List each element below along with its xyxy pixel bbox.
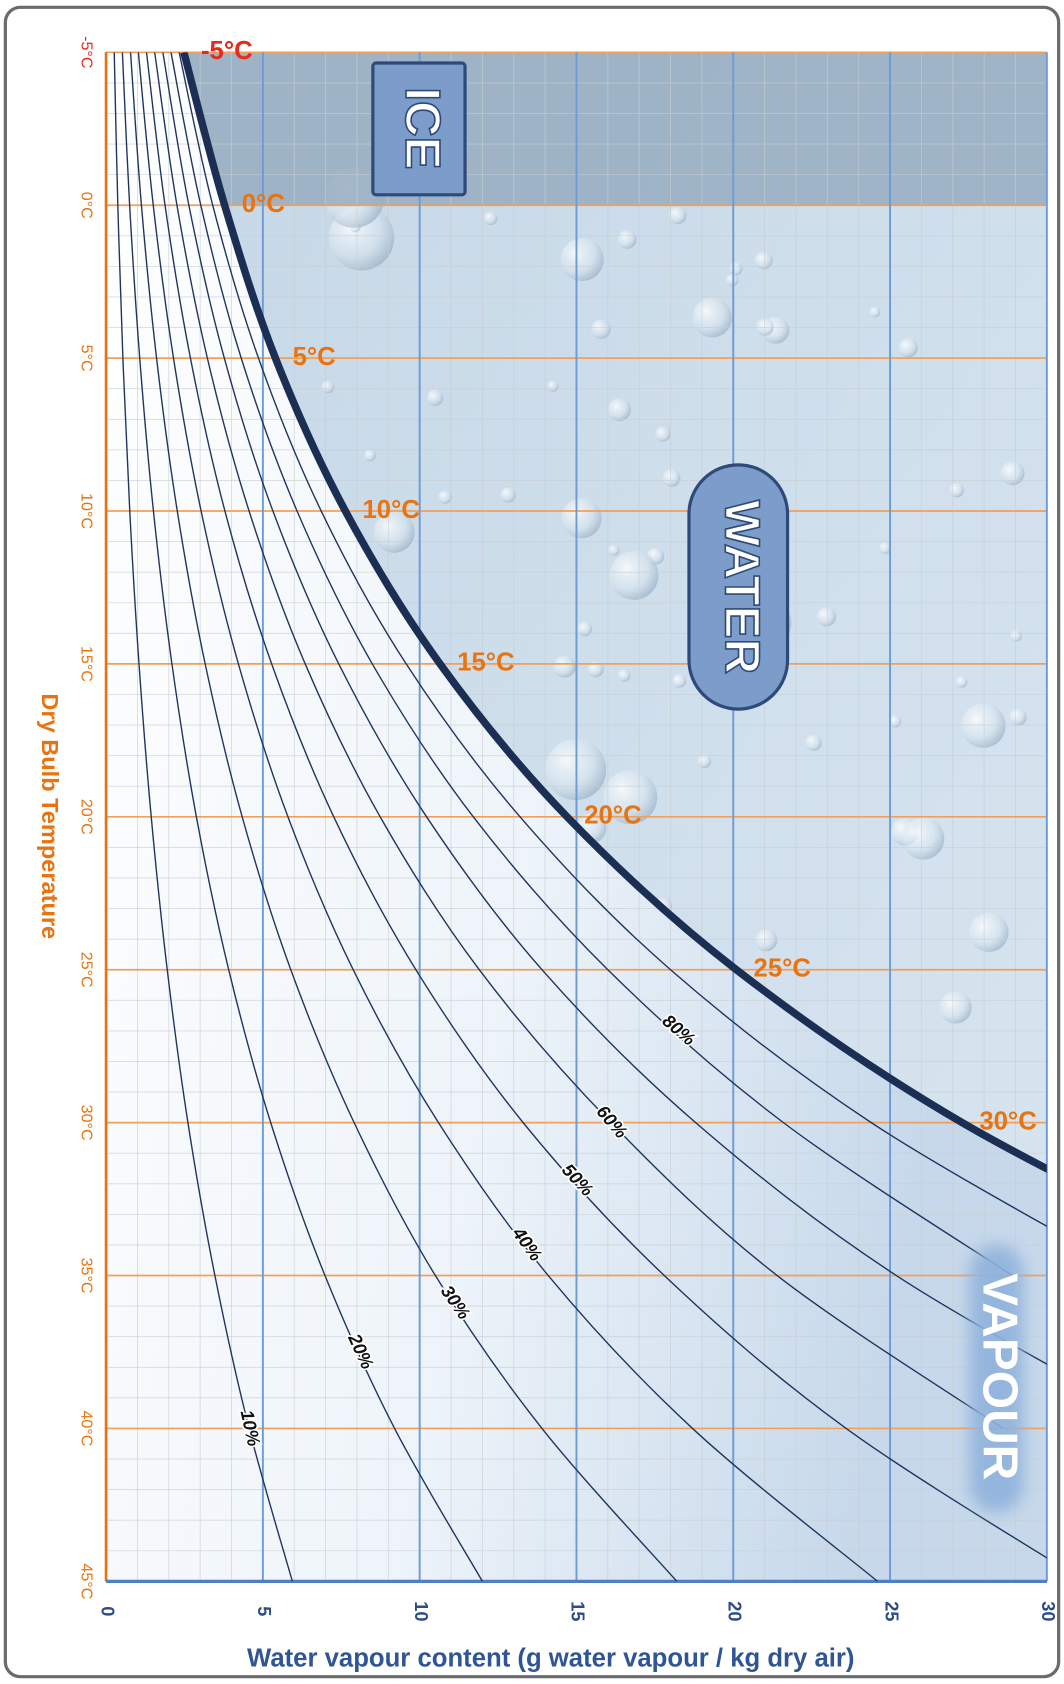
region-label: ICE [395,87,450,169]
x-tick-label: 5 [254,1606,274,1616]
droplet [364,449,376,462]
droplet [668,206,687,225]
y-tick-label: 30°C [77,1105,95,1141]
droplet [607,398,631,422]
droplet [729,262,743,276]
droplet [603,770,658,825]
ice-band [183,52,1047,206]
droplet [902,817,945,860]
y-tick-label: 45°C [77,1563,95,1599]
droplet [961,703,1006,748]
droplet [591,319,611,339]
droplet [692,297,732,338]
droplet [869,306,881,318]
humidity-curve [153,52,1004,1430]
grid [104,51,1048,1583]
y-tick-label: 0°C [77,192,95,219]
x-tick-label: 15 [568,1601,588,1621]
curves [113,52,1047,1582]
x-tick-label: 20 [724,1601,744,1621]
droplet [888,715,902,728]
droplet [754,251,773,270]
y-tick-label: 25°C [77,952,95,988]
x-tick-label: 25 [881,1601,901,1621]
droplet [617,669,631,682]
droplet [898,338,918,358]
droplet [500,487,516,503]
droplet [816,607,837,627]
droplet [955,676,968,688]
droplet [725,273,739,287]
humidity-curve [162,52,1047,1365]
droplet [879,542,891,554]
x-tick-label: 30 [1038,1601,1058,1621]
saturation-label: 25°C [754,955,811,983]
y-tick-label: 15°C [77,646,95,682]
droplet [1009,708,1027,726]
saturation-label: 20°C [584,802,641,830]
humidity-label: 10% [237,1408,264,1448]
droplet [655,426,671,442]
y-tick-label: 35°C [77,1258,95,1294]
droplet [438,490,452,504]
y-tick-label: -5°C [77,36,95,68]
x-tick-label: 0 [97,1606,117,1616]
droplet [321,380,335,394]
humidity-curve [137,52,878,1582]
droplet [617,229,637,249]
droplet [560,237,604,282]
region-label: VAPOUR [972,1273,1027,1480]
droplet [672,674,687,688]
vapour-glow [969,1244,1024,1513]
droplet [969,912,1009,953]
y-tick-label: 5°C [77,345,95,372]
droplet [577,621,593,637]
droplet [547,380,559,392]
droplet [939,991,972,1024]
saturation-label: 0°C [242,190,285,218]
y-axis-title: Dry Bulb Temperature [37,693,63,939]
droplet [697,754,712,769]
saturation-label: 15°C [457,649,514,677]
droplet [1000,461,1025,486]
droplet [426,389,444,407]
water-box [687,463,790,711]
droplet [373,511,415,553]
humidity-curve [121,52,483,1582]
droplet [553,655,576,678]
humidity-curve [113,52,294,1582]
x-tick-label: 10 [411,1601,431,1621]
humidity-curve [170,52,1013,1277]
y-tick-label: 10°C [77,493,95,529]
droplet [662,469,681,487]
saturation-label: 10°C [362,496,419,524]
droplet [608,544,620,556]
humidity-curve [145,52,1047,1559]
saturation-label: 5°C [293,343,336,371]
y-tick-label: 40°C [77,1410,95,1446]
x-axis-title: Water vapour content (g water vapour / k… [247,1644,854,1672]
saturation-curve [180,52,1047,1173]
y-tick-label: 20°C [77,799,95,835]
droplet [561,498,602,539]
droplet [587,661,604,678]
droplet [609,550,659,600]
droplet [805,734,822,751]
saturation-label: 30°C [979,1107,1036,1135]
humidity-curve [178,52,1047,1228]
droplet [483,211,498,226]
droplet [949,482,964,498]
ice-box [371,61,467,197]
saturation-label: -5°C [201,37,253,65]
humidity-curve [129,52,678,1582]
droplet [755,929,778,952]
region-label: WATER [714,500,769,674]
droplet [1010,630,1022,642]
